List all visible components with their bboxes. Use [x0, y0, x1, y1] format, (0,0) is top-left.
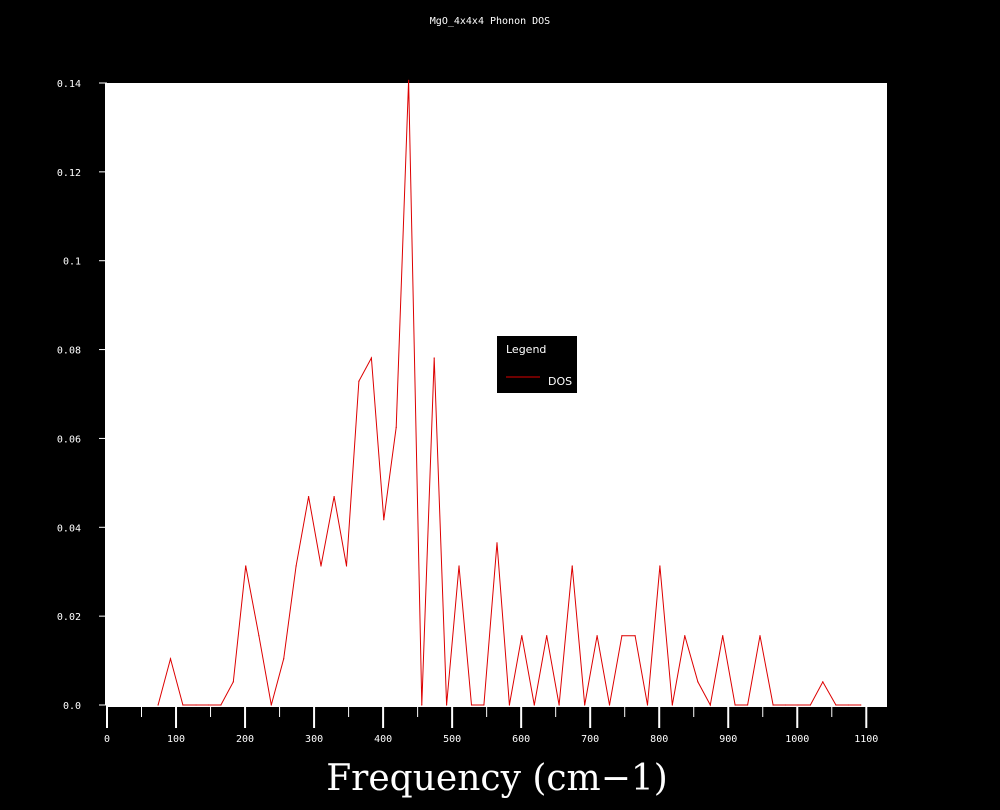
y-tick-label: 0.06 — [57, 434, 81, 445]
data-point — [860, 704, 862, 706]
x-tick-label: 200 — [236, 734, 254, 745]
y-tick-label: 0.04 — [57, 523, 81, 534]
x-axis: 0 100 200 300 400 500 600 700 800 900 1000 1100 — [104, 705, 887, 745]
data-point — [395, 426, 397, 428]
x-tick-label: 1100 — [854, 734, 878, 745]
data-point — [709, 704, 711, 706]
y-tick-label: 0.12 — [57, 168, 81, 179]
x-tick-label: 500 — [443, 734, 461, 745]
x-tick-label: 300 — [305, 734, 323, 745]
data-point — [295, 565, 297, 567]
data-point — [458, 565, 460, 567]
x-axis-label: Frequency (cm−1) — [326, 758, 668, 799]
x-tick-label: 400 — [374, 734, 392, 745]
data-point — [809, 704, 811, 706]
data-point — [608, 704, 611, 706]
data-point — [169, 658, 172, 660]
series-points — [157, 79, 862, 706]
data-point — [483, 704, 485, 706]
data-point — [333, 496, 335, 498]
data-point — [571, 565, 573, 567]
data-point — [182, 704, 184, 706]
data-point — [684, 635, 686, 637]
x-tick-label: 700 — [581, 734, 599, 745]
chart-title: MgO_4x4x4 Phonon DOS — [430, 16, 550, 27]
data-point — [546, 635, 548, 637]
data-point — [634, 635, 636, 637]
legend-entry-label: DOS — [548, 375, 572, 388]
data-point — [358, 380, 360, 382]
data-point — [621, 635, 623, 637]
legend-title: Legend — [506, 343, 546, 356]
data-point — [784, 704, 787, 706]
x-tick-label: 1000 — [785, 734, 809, 745]
data-point — [446, 704, 448, 706]
y-tick-label: 0.08 — [57, 346, 81, 357]
data-point — [345, 565, 348, 567]
data-point — [496, 542, 498, 544]
data-point — [822, 681, 824, 683]
data-point — [835, 704, 837, 706]
data-point — [433, 357, 435, 359]
data-point — [383, 519, 385, 521]
data-point — [157, 704, 159, 706]
data-point — [195, 704, 197, 706]
y-tick-label: 0.1 — [63, 257, 81, 268]
data-point — [659, 565, 661, 567]
data-point — [533, 704, 535, 706]
data-point — [596, 635, 598, 637]
legend-box — [497, 336, 577, 393]
x-tick-label: 800 — [650, 734, 668, 745]
y-tick-label: 0.14 — [57, 79, 81, 90]
data-point — [283, 658, 285, 660]
data-point — [521, 635, 523, 637]
x-tick-label: 600 — [512, 734, 530, 745]
data-point — [722, 635, 724, 637]
x-tick-label: 0 — [104, 734, 110, 745]
data-point — [508, 704, 511, 706]
data-point — [270, 704, 272, 706]
data-point — [220, 704, 222, 706]
data-point — [746, 704, 749, 706]
data-point — [734, 704, 736, 706]
y-axis: 0.0 0.02 0.04 0.06 0.08 0.1 0.12 0.14 — [57, 79, 107, 712]
data-point — [408, 79, 410, 81]
data-point — [697, 681, 699, 683]
data-point — [558, 704, 560, 706]
data-point — [370, 357, 372, 359]
data-point — [470, 704, 473, 706]
data-point — [797, 704, 799, 706]
data-point — [258, 635, 260, 637]
data-point — [232, 681, 234, 683]
data-point — [584, 704, 586, 706]
x-tick-label: 900 — [719, 734, 737, 745]
plot-area — [107, 83, 887, 705]
data-point — [207, 704, 210, 706]
data-point — [421, 704, 423, 706]
y-tick-label: 0.0 — [63, 701, 81, 712]
data-point — [646, 704, 649, 706]
x-tick-label: 100 — [167, 734, 185, 745]
data-point — [759, 635, 761, 637]
data-point — [671, 704, 673, 706]
y-tick-label: 0.02 — [57, 612, 81, 623]
data-point — [245, 565, 247, 567]
data-point — [307, 496, 310, 498]
data-point — [320, 565, 322, 567]
data-point — [772, 704, 774, 706]
legend: Legend DOS — [497, 336, 577, 393]
data-point — [847, 704, 849, 706]
